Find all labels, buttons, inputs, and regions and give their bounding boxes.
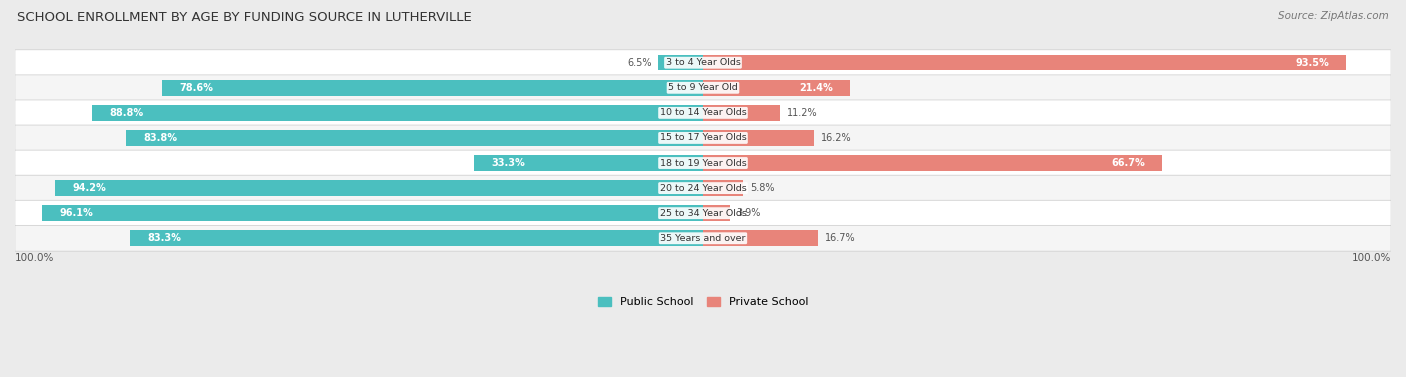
Bar xyxy=(703,155,1161,171)
FancyBboxPatch shape xyxy=(15,225,1391,251)
Text: 35 Years and over: 35 Years and over xyxy=(661,234,745,243)
Bar xyxy=(55,180,703,196)
Text: 100.0%: 100.0% xyxy=(1351,253,1391,263)
Text: 83.8%: 83.8% xyxy=(143,133,177,143)
Text: 15 to 17 Year Olds: 15 to 17 Year Olds xyxy=(659,133,747,143)
Text: 3 to 4 Year Olds: 3 to 4 Year Olds xyxy=(665,58,741,67)
Bar xyxy=(127,130,703,146)
Bar xyxy=(91,105,703,121)
Text: 16.7%: 16.7% xyxy=(825,233,855,243)
Bar xyxy=(703,55,1347,70)
FancyBboxPatch shape xyxy=(15,50,1391,76)
Text: 33.3%: 33.3% xyxy=(491,158,524,168)
Bar xyxy=(474,155,703,171)
FancyBboxPatch shape xyxy=(15,150,1391,176)
Text: 96.1%: 96.1% xyxy=(59,208,93,218)
Text: 3.9%: 3.9% xyxy=(737,208,761,218)
Bar xyxy=(703,105,780,121)
Text: 93.5%: 93.5% xyxy=(1295,58,1329,68)
Bar xyxy=(703,80,851,96)
Text: 18 to 19 Year Olds: 18 to 19 Year Olds xyxy=(659,158,747,167)
Text: 94.2%: 94.2% xyxy=(72,183,105,193)
FancyBboxPatch shape xyxy=(15,75,1391,101)
Legend: Public School, Private School: Public School, Private School xyxy=(593,292,813,311)
Text: SCHOOL ENROLLMENT BY AGE BY FUNDING SOURCE IN LUTHERVILLE: SCHOOL ENROLLMENT BY AGE BY FUNDING SOUR… xyxy=(17,11,471,24)
Bar xyxy=(42,205,703,221)
Text: 25 to 34 Year Olds: 25 to 34 Year Olds xyxy=(659,209,747,218)
Text: 11.2%: 11.2% xyxy=(787,108,817,118)
Text: 10 to 14 Year Olds: 10 to 14 Year Olds xyxy=(659,108,747,117)
Text: 5 to 9 Year Old: 5 to 9 Year Old xyxy=(668,83,738,92)
Text: Source: ZipAtlas.com: Source: ZipAtlas.com xyxy=(1278,11,1389,21)
Text: 6.5%: 6.5% xyxy=(627,58,651,68)
FancyBboxPatch shape xyxy=(15,200,1391,226)
Bar xyxy=(658,55,703,70)
Text: 100.0%: 100.0% xyxy=(15,253,55,263)
Text: 16.2%: 16.2% xyxy=(821,133,852,143)
FancyBboxPatch shape xyxy=(15,100,1391,126)
Bar xyxy=(129,230,703,246)
Text: 5.8%: 5.8% xyxy=(749,183,775,193)
Bar xyxy=(162,80,703,96)
Text: 83.3%: 83.3% xyxy=(148,233,181,243)
Text: 88.8%: 88.8% xyxy=(110,108,143,118)
Text: 78.6%: 78.6% xyxy=(180,83,214,93)
Bar xyxy=(703,205,730,221)
FancyBboxPatch shape xyxy=(15,125,1391,151)
Bar xyxy=(703,130,814,146)
Text: 20 to 24 Year Olds: 20 to 24 Year Olds xyxy=(659,184,747,193)
Bar xyxy=(703,230,818,246)
Text: 21.4%: 21.4% xyxy=(799,83,832,93)
Bar xyxy=(703,180,742,196)
FancyBboxPatch shape xyxy=(15,175,1391,201)
Text: 66.7%: 66.7% xyxy=(1111,158,1144,168)
